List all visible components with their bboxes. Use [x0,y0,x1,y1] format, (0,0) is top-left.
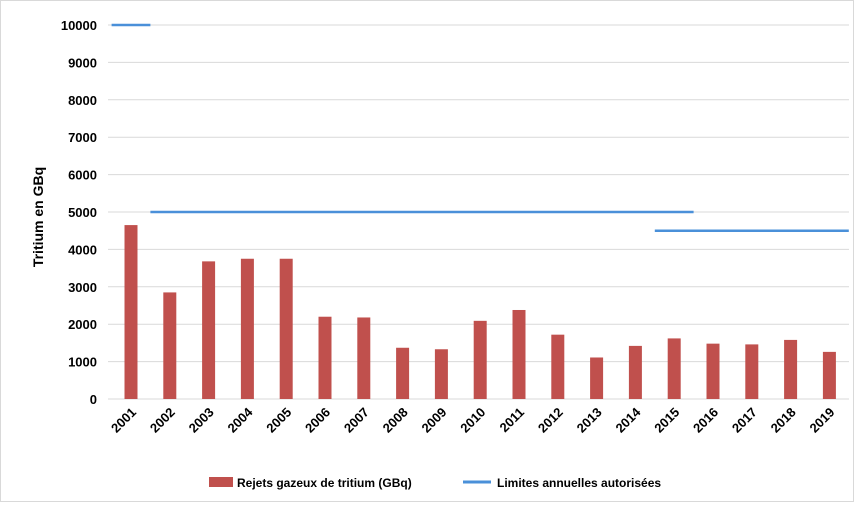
bar [396,347,410,399]
x-tick-label: 2009 [418,405,449,436]
y-tick-label: 10000 [61,18,97,33]
x-tick-label: 2010 [457,405,488,436]
y-axis-label: Tritium en GBq [30,167,46,267]
bar [124,225,138,399]
x-tick-label: 2012 [535,405,566,436]
y-tick-label: 0 [90,392,97,407]
bar [512,309,526,399]
y-tick-label: 7000 [68,130,97,145]
bar [240,258,254,399]
y-tick-label: 2000 [68,317,97,332]
x-tick-label: 2001 [108,405,139,436]
bar [163,292,177,399]
bar [551,334,565,399]
x-tick-label: 2013 [574,405,605,436]
x-tick-label: 2019 [806,405,837,436]
legend-label-bar: Rejets gazeux de tritium (GBq) [237,476,412,490]
y-tick-label: 3000 [68,280,97,295]
x-tick-label: 2004 [224,404,256,436]
bar [590,357,604,399]
bar [279,258,293,399]
x-tick-label: 2018 [768,405,799,436]
y-tick-label: 8000 [68,93,97,108]
limit-series [111,23,849,232]
bar-series [124,225,836,399]
bar [667,338,681,399]
x-tick-label: 2002 [147,405,178,436]
x-tick-label: 2005 [263,405,294,436]
x-tick-label: 2015 [651,405,682,436]
x-tick-label: 2016 [690,405,721,436]
legend-label-line: Limites annuelles autorisées [497,476,661,490]
legend-swatch-bar [209,477,233,487]
y-tick-label: 5000 [68,205,97,220]
y-axis-ticks: 0 1000 2000 3000 4000 5000 6000 7000 8000 9000 100… [61,18,97,407]
bar [434,349,448,399]
x-tick-label: 2014 [612,404,644,436]
legend: Rejets gazeux de tritium (GBq) Limites a… [209,476,661,490]
x-tick-label: 2003 [186,405,217,436]
bar [706,343,720,399]
bar [473,320,487,399]
x-tick-label: 2017 [729,405,760,436]
x-tick-label: 2011 [497,405,528,436]
bar [822,351,836,399]
bar [745,344,759,399]
x-tick-label: 2007 [341,405,372,436]
x-tick-label: 2006 [302,405,333,436]
bar [318,316,332,399]
y-tick-label: 4000 [68,242,97,257]
x-tick-label: 2008 [380,405,411,436]
bar [202,261,216,399]
y-tick-label: 1000 [68,355,97,370]
bar [784,339,798,399]
bar [357,317,371,399]
x-axis-ticks: 2001 2002 2003 2004 2005 2006 2007 2008 2009 2010… [108,404,837,436]
bar [628,345,642,399]
y-tick-label: 9000 [68,55,97,70]
y-tick-label: 6000 [68,168,97,183]
